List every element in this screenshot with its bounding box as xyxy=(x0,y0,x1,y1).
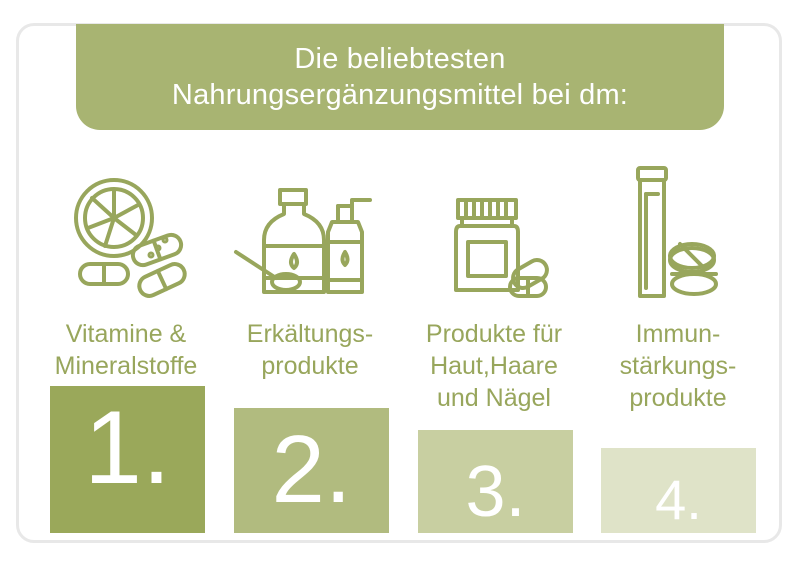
title-banner: Die beliebtesten Nahrungsergänzungsmitte… xyxy=(76,24,724,130)
label-erkaeltungsprodukte: Erkältungs- produkte xyxy=(220,318,400,382)
label-line: stärkungs- xyxy=(619,352,737,380)
label-immunstaerkungsprodukte: Immun- stärkungs- produkte xyxy=(588,318,768,414)
title-line-1: Die beliebtesten xyxy=(294,43,506,75)
rank-bar-2: 2. xyxy=(234,408,389,533)
label-line: und Nägel xyxy=(437,384,551,412)
rank-bar-3: 3. xyxy=(418,430,573,533)
label-haut-haare-naegel: Produkte für Haut,Haare und Nägel xyxy=(404,318,584,414)
rank-number: 4. xyxy=(655,468,702,531)
rank-number: 1. xyxy=(84,390,171,506)
supplement-jar-capsule-icon xyxy=(418,160,578,310)
syrup-bottles-spoon-icon xyxy=(228,160,388,310)
rank-number: 3. xyxy=(465,452,526,532)
label-line: Erkältungs- xyxy=(246,320,374,348)
rank-bar-1: 1. xyxy=(50,386,205,533)
label-line: Vitamine & xyxy=(65,320,187,348)
label-line: Immun- xyxy=(635,320,721,348)
title-line-2: Nahrungsergänzungsmittel bei dm: xyxy=(171,79,629,111)
lemon-capsules-icon xyxy=(50,160,210,310)
rank-bar-4: 4. xyxy=(601,448,756,533)
label-line: Mineralstoffe xyxy=(54,352,198,380)
label-line: produkte xyxy=(261,352,359,380)
rank-number: 2. xyxy=(271,416,352,523)
label-vitamine-mineralstoffe: Vitamine & Mineralstoffe xyxy=(36,318,216,382)
label-line: Produkte für xyxy=(425,320,563,348)
effervescent-tube-tablets-icon xyxy=(600,160,760,310)
label-line: Haut,Haare xyxy=(430,352,558,380)
label-line: produkte xyxy=(629,384,727,412)
